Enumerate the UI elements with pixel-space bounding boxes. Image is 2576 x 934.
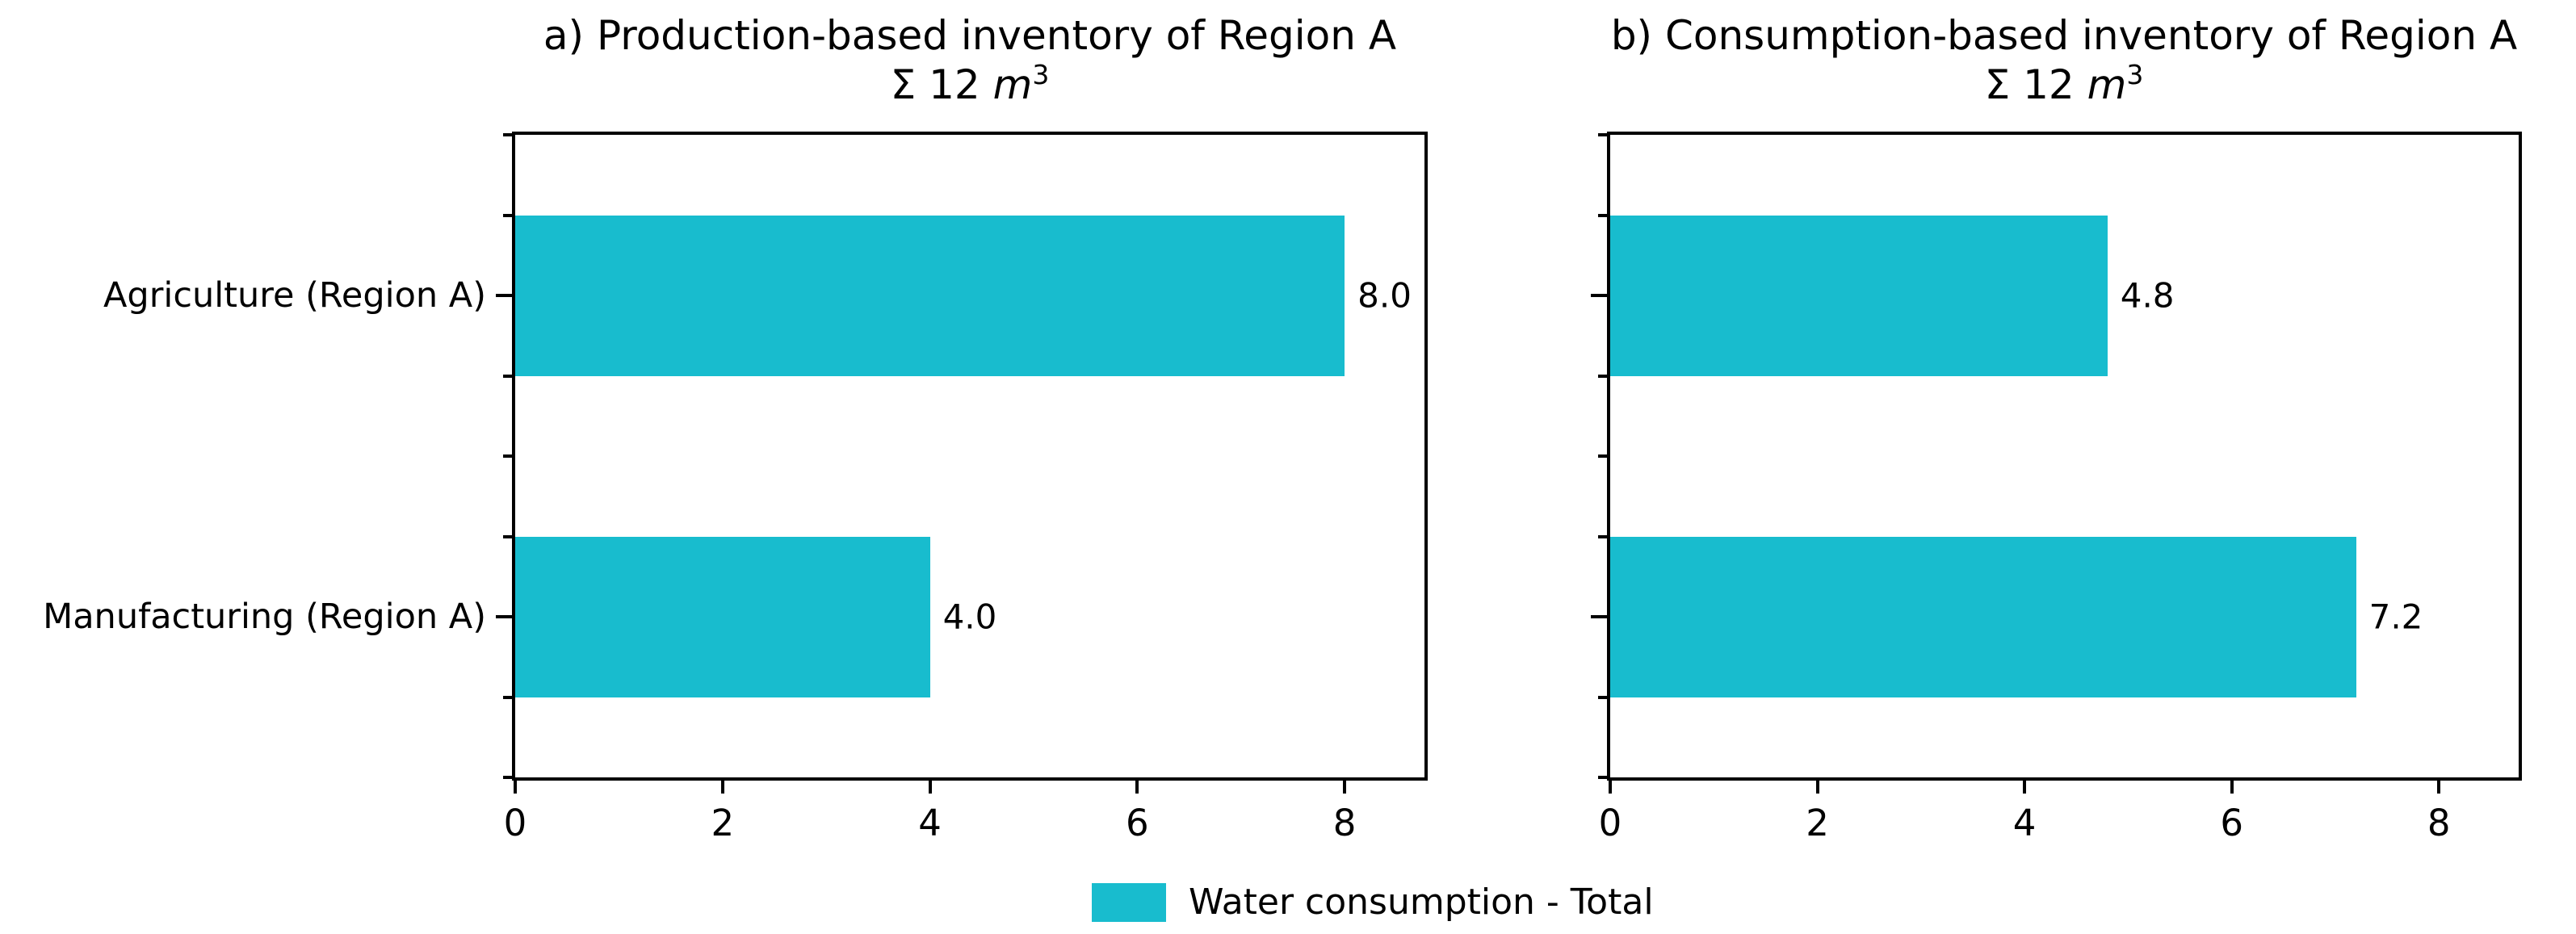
chart-b-title-line1: b) Consumption-based inventory of Region… — [1610, 12, 2518, 59]
x-tick — [2437, 781, 2441, 794]
chart-b-title: b) Consumption-based inventory of Region… — [1547, 11, 2576, 114]
x-tick — [2023, 781, 2027, 794]
x-tick-label: 6 — [1126, 802, 1149, 844]
x-tick-label: 0 — [1598, 802, 1622, 844]
y-minor-tick — [503, 534, 512, 538]
bar-value-label: 4.0 — [942, 597, 997, 637]
bar-value-label: 8.0 — [1357, 275, 1412, 316]
x-tick — [1815, 781, 1819, 794]
sum-prefix: Σ 12 — [890, 61, 993, 108]
y-minor-tick — [503, 374, 512, 378]
plot-area: 4.8 7.2 — [1607, 132, 2522, 781]
y-minor-tick — [1598, 133, 1607, 136]
y-minor-tick — [503, 776, 512, 779]
bar-agriculture — [1610, 215, 2108, 376]
x-tick-label: 0 — [503, 802, 527, 844]
x-tick — [1343, 781, 1347, 794]
x-tick — [928, 781, 932, 794]
legend-label: Water consumption - Total — [1189, 882, 1654, 923]
x-tick-label: 8 — [1332, 802, 1357, 844]
chart-a-title-sum-line: Σ 12 m3 — [442, 58, 1498, 114]
y-minor-tick — [1598, 454, 1607, 458]
y-minor-tick — [1598, 213, 1607, 217]
sum-prefix: Σ 12 — [1984, 61, 2087, 108]
x-tick-label: 2 — [1806, 802, 1829, 844]
y-minor-tick — [503, 133, 512, 136]
x-tick-label: 6 — [2220, 802, 2243, 844]
chart-a-title: a) Production-based inventory of Region … — [442, 11, 1498, 114]
x-tick — [1609, 781, 1612, 794]
y-major-tick — [496, 294, 512, 297]
sum-exponent: 3 — [2126, 58, 2144, 90]
y-minor-tick — [503, 454, 512, 458]
bar-value-label: 7.2 — [2368, 597, 2423, 637]
y-major-tick — [1591, 615, 1607, 618]
y-minor-tick — [1598, 695, 1607, 699]
x-tick-label: 4 — [918, 802, 942, 844]
sum-unit: m — [992, 61, 1033, 108]
chart-a-title-line1: a) Production-based inventory of Region … — [543, 12, 1397, 59]
x-tick — [2230, 781, 2234, 794]
x-tick-label: 8 — [2427, 802, 2451, 844]
category-label: Manufacturing (Region A) — [43, 597, 486, 637]
category-label: Agriculture (Region A) — [103, 275, 486, 316]
x-tick-label: 2 — [711, 802, 735, 844]
sum-unit: m — [2087, 61, 2127, 108]
legend-swatch-water-consumption — [1092, 882, 1166, 922]
y-minor-tick — [503, 213, 512, 217]
y-minor-tick — [1598, 374, 1607, 378]
x-tick — [514, 781, 517, 794]
legend: Water consumption - Total — [1092, 882, 1654, 923]
bar-agriculture — [515, 215, 1345, 376]
x-tick — [720, 781, 724, 794]
y-major-tick — [496, 615, 512, 618]
y-major-tick — [1591, 294, 1607, 297]
y-minor-tick — [1598, 776, 1607, 779]
x-tick-label: 4 — [2012, 802, 2037, 844]
y-minor-tick — [503, 695, 512, 699]
bar-manufacturing — [1610, 536, 2356, 697]
sum-exponent: 3 — [1032, 58, 1050, 90]
y-minor-tick — [1598, 534, 1607, 538]
plot-area: 8.0 4.0 — [512, 132, 1428, 781]
chart-b-title-sum-line: Σ 12 m3 — [1547, 58, 2576, 114]
bar-manufacturing — [515, 536, 930, 697]
bar-value-label: 4.8 — [2120, 275, 2175, 316]
x-tick — [1135, 781, 1139, 794]
